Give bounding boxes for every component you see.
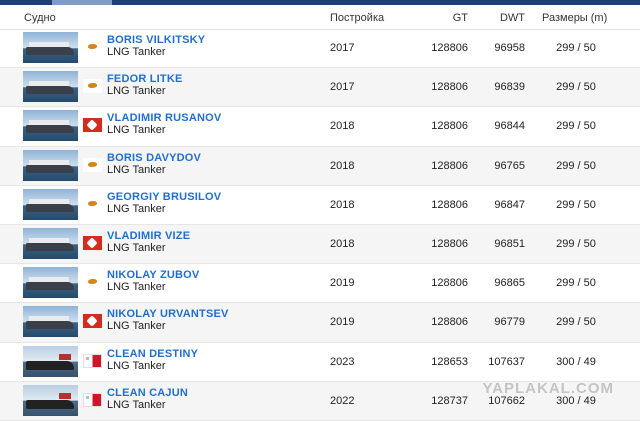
dwt-value: 96865	[494, 277, 525, 290]
vessel-type: LNG Tanker	[107, 281, 166, 294]
built-year: 2018	[330, 237, 355, 250]
table-row: FEDOR LITKE LNG Tanker 2017 128806 96839…	[0, 68, 640, 108]
size-value: 299 / 50	[556, 198, 596, 211]
vessel-name-link[interactable]: FEDOR LITKE	[107, 73, 183, 86]
table-row: BORIS DAVYDOV LNG Tanker 2018 128806 967…	[0, 146, 640, 186]
gt-value: 128653	[431, 355, 468, 368]
vessel-name-link[interactable]: CLEAN DESTINY	[107, 347, 199, 360]
dwt-value: 96847	[494, 198, 525, 211]
vessel-type: LNG Tanker	[107, 124, 166, 137]
vessel-photo[interactable]	[23, 110, 78, 142]
vessel-photo[interactable]	[23, 227, 78, 259]
dwt-value: 96779	[494, 316, 525, 329]
column-header-size[interactable]: Размеры (m)	[542, 12, 608, 24]
dwt-value: 96851	[494, 237, 525, 250]
gt-value: 128806	[431, 81, 468, 94]
vessel-name-link[interactable]: CLEAN CAJUN	[107, 386, 189, 399]
cyprus-flag-icon	[83, 79, 102, 94]
column-header-gt[interactable]: GT	[452, 12, 468, 24]
vessel-name-link[interactable]: VLADIMIR VIZE	[107, 229, 191, 242]
vessel-type: LNG Tanker	[107, 163, 166, 176]
cyprus-flag-icon	[83, 196, 102, 211]
dwt-value: 107662	[488, 394, 525, 407]
size-value: 299 / 50	[556, 42, 596, 54]
cyprus-flag-icon	[83, 40, 102, 54]
active-tab-indicator	[52, 0, 112, 5]
table-header: Судно Постройка GT DWT Размеры (m)	[0, 5, 640, 30]
dwt-value: 96765	[494, 159, 525, 172]
built-year: 2022	[330, 394, 355, 407]
hong-kong-flag-icon	[83, 118, 102, 133]
vessel-type: LNG Tanker	[107, 85, 166, 98]
gt-value: 128806	[431, 42, 468, 54]
vessel-name-link[interactable]: NIKOLAY URVANTSEV	[107, 308, 229, 321]
table-row: VLADIMIR VIZE LNG Tanker 2018 128806 968…	[0, 224, 640, 265]
table-row: GEORGIY BRUSILOV LNG Tanker 2018 128806 …	[0, 186, 640, 225]
size-value: 300 / 49	[556, 355, 596, 368]
column-header-vessel[interactable]: Судно	[24, 12, 56, 24]
vessel-photo[interactable]	[23, 384, 78, 416]
gt-value: 128806	[431, 316, 468, 329]
built-year: 2019	[330, 277, 355, 290]
malta-flag-icon	[83, 392, 102, 407]
vessel-type: LNG Tanker	[107, 241, 166, 254]
size-value: 299 / 50	[556, 316, 596, 329]
vessel-type: LNG Tanker	[107, 46, 166, 58]
vessel-type: LNG Tanker	[107, 320, 166, 333]
size-value: 299 / 50	[556, 277, 596, 290]
vessel-name-link[interactable]: VLADIMIR RUSANOV	[107, 112, 222, 125]
size-value: 299 / 50	[556, 237, 596, 250]
gt-value: 128806	[431, 237, 468, 250]
dwt-value: 107637	[488, 355, 525, 368]
built-year: 2017	[330, 81, 355, 94]
table-row: NIKOLAY ZUBOV LNG Tanker 2019 128806 968…	[0, 264, 640, 304]
cyprus-flag-icon	[83, 157, 102, 172]
vessel-name-link[interactable]: BORIS VILKITSKY	[107, 34, 206, 46]
vessel-photo[interactable]	[23, 188, 78, 220]
table-row: BORIS VILKITSKY LNG Tanker 2017 128806 9…	[0, 29, 640, 69]
gt-value: 128806	[431, 198, 468, 211]
vessel-name-link[interactable]: NIKOLAY ZUBOV	[107, 269, 200, 282]
table-row: NIKOLAY URVANTSEV LNG Tanker 2019 128806…	[0, 303, 640, 343]
malta-flag-icon	[83, 353, 102, 368]
built-year: 2018	[330, 198, 355, 211]
top-nav-bar	[0, 0, 640, 5]
built-year: 2023	[330, 355, 355, 368]
size-value: 299 / 50	[556, 81, 596, 94]
built-year: 2018	[330, 159, 355, 172]
table-row: CLEAN DESTINY LNG Tanker 2023 128653 107…	[0, 343, 640, 382]
vessel-photo[interactable]	[23, 267, 78, 299]
vessel-photo[interactable]	[23, 306, 78, 338]
built-year: 2019	[330, 316, 355, 329]
vessel-name-link[interactable]: GEORGIY BRUSILOV	[107, 190, 222, 203]
site-watermark: YAPLAKAL.COM	[482, 380, 614, 397]
hong-kong-flag-icon	[83, 235, 102, 250]
vessel-type: LNG Tanker	[107, 359, 166, 372]
vessel-table: BORIS VILKITSKY LNG Tanker 2017 128806 9…	[0, 29, 640, 421]
gt-value: 128806	[431, 120, 468, 133]
vessel-type: LNG Tanker	[107, 398, 166, 411]
size-value: 299 / 50	[556, 159, 596, 172]
vessel-photo[interactable]	[23, 71, 78, 103]
dwt-value: 96958	[494, 42, 525, 54]
vessel-name-link[interactable]: BORIS DAVYDOV	[107, 151, 202, 164]
column-header-dwt[interactable]: DWT	[499, 12, 525, 24]
dwt-value: 96844	[494, 120, 525, 133]
vessel-photo[interactable]	[23, 149, 78, 181]
hong-kong-flag-icon	[83, 314, 102, 329]
vessel-photo[interactable]	[23, 345, 78, 377]
vessel-type: LNG Tanker	[107, 202, 166, 215]
column-header-built[interactable]: Постройка	[330, 12, 385, 24]
gt-value: 128806	[431, 159, 468, 172]
size-value: 299 / 50	[556, 120, 596, 133]
gt-value: 128737	[431, 394, 468, 407]
built-year: 2017	[330, 42, 355, 54]
cyprus-flag-icon	[83, 275, 102, 290]
vessel-photo[interactable]	[23, 32, 78, 63]
size-value: 300 / 49	[556, 394, 596, 407]
built-year: 2018	[330, 120, 355, 133]
dwt-value: 96839	[494, 81, 525, 94]
table-row: VLADIMIR RUSANOV LNG Tanker 2018 128806 …	[0, 107, 640, 147]
gt-value: 128806	[431, 277, 468, 290]
